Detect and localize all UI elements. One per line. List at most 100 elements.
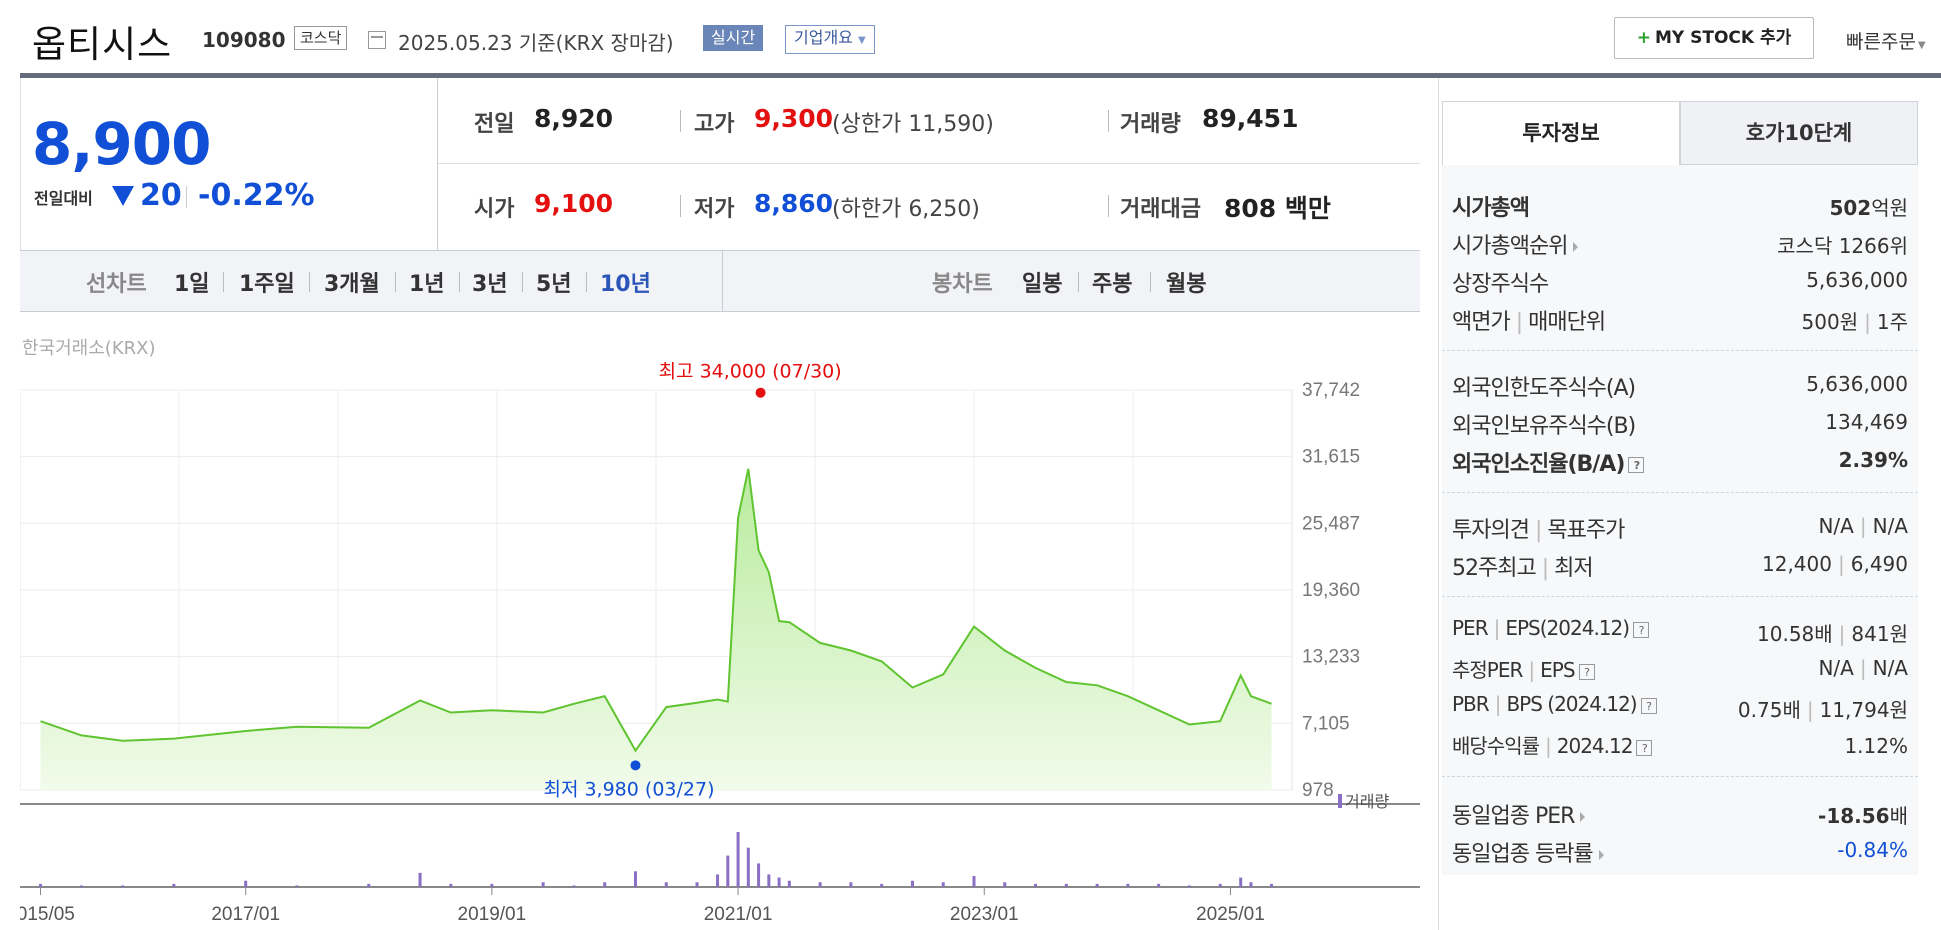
market-badge: 코스닥 [294,26,348,50]
volume-bar [1239,877,1243,887]
candle-chart-label: 봉차트 [932,272,993,297]
period-5y[interactable]: 5년 [536,272,572,297]
divider [1108,110,1109,132]
upper-limit-close: ) [985,112,994,137]
realtime-button[interactable]: 실시간 [703,25,764,51]
par-value: 500원 [1801,310,1859,334]
volume-bar [572,885,576,887]
tab-order-book[interactable]: 호가10단계 [1680,101,1918,165]
caret-right-icon [1580,812,1586,822]
volume-bar [726,855,730,887]
opinion-text: 투자의견 [1452,518,1530,543]
target-price-label: 목표주가 [1547,518,1625,543]
help-icon[interactable]: ? [1640,697,1657,714]
candle-daily[interactable]: 일봉 [1022,272,1063,297]
price-line [40,468,1272,753]
upper-limit: (상한가 11,590) [832,106,994,138]
period-1y[interactable]: 1년 [409,272,445,297]
max-marker [755,387,766,398]
prev-close-label: 전일 [474,112,515,137]
divider [1442,350,1918,351]
week52-high-label: 52주최고 [1452,556,1537,581]
divider [223,272,224,292]
divider [1442,492,1918,493]
per-value: 10.58배 [1757,622,1833,646]
market-cap-rank-label[interactable]: 시가총액순위 [1452,228,1579,260]
min-marker [630,760,641,771]
est-per-val: N/A [1818,656,1854,680]
volume-bar [910,880,914,887]
listed-shares-value: 5,636,000 [1806,268,1908,292]
candle-weekly[interactable]: 주봉 [1092,272,1133,297]
current-price: 8,900 [32,110,211,178]
divider [722,251,723,311]
right-panel [1438,78,1941,930]
divider [586,272,587,292]
divider [1150,272,1151,292]
period-1w[interactable]: 1주일 [239,272,295,297]
candle-monthly[interactable]: 월봉 [1166,272,1207,297]
opinion-label: 투자의견 | 목표주가 [1452,518,1625,543]
period-1d[interactable]: 1일 [174,272,210,297]
volume-bar [172,883,176,887]
volume-bar [1269,883,1273,887]
volume-bar [80,885,84,887]
stock-code: 109080 [202,28,286,52]
y-tick-label: 13,233 [1302,647,1360,668]
volume-bar [490,883,494,887]
week52-low-value: 6,490 [1850,552,1908,576]
pbr-bps-value: 0.75배 | 11,794원 [1737,698,1908,722]
est-eps-val: N/A [1872,656,1908,680]
price-chart[interactable]: 37,742 31,615 25,487 19,360 13,233 7,105 978 최고… [20,362,1420,930]
week52-high-value: 12,400 [1762,552,1832,576]
help-icon[interactable]: ? [1633,621,1650,638]
help-icon[interactable]: ? [1636,739,1653,756]
x-tick-label: 2023/01 [950,904,1019,925]
volume-bar [541,882,545,887]
caret-right-icon [1573,242,1579,252]
divider [395,272,396,292]
y-tick-label: 7,105 [1302,713,1350,734]
divider [1108,195,1109,217]
period-3y[interactable]: 3년 [472,272,508,297]
trade-unit-value: 1주 [1876,310,1908,334]
quick-order-label: 빠른주문 [1846,31,1916,53]
period-bar [20,250,1420,312]
divider [1442,596,1918,597]
low-label: 저가 [694,197,735,222]
par-value-label: 액면가 | 매매단위 [1452,310,1606,335]
quick-order-dropdown[interactable]: 빠른주문 ▼ [1846,27,1926,54]
volume-bar [244,880,248,887]
industry-per-number: -18.56 [1818,804,1890,828]
period-10y[interactable]: 10년 [600,272,651,297]
lower-limit-close: ) [971,197,980,222]
y-tick-label: 37,742 [1302,380,1360,401]
market-cap-rank-text: 시가총액순위 [1452,234,1568,259]
help-icon[interactable]: ? [1578,663,1595,680]
week52-low-label: 최저 [1554,556,1593,581]
volume-bar [1218,883,1222,887]
x-tick-label: 2015/05 [20,904,75,925]
help-icon[interactable]: ? [1628,457,1645,473]
trade-amount-value: 808 백만 [1224,194,1331,223]
industry-change-text: 동일업종 등락률 [1452,842,1594,867]
week52-value: 12,400 | 6,490 [1762,552,1908,576]
plus-icon: + [1636,28,1651,48]
industry-per-text: 동일업종 PER [1452,804,1575,829]
volume-bar [716,874,720,887]
my-stock-add-button[interactable]: + MY STOCK 추가 [1614,17,1814,59]
industry-change-label[interactable]: 동일업종 등락률 [1452,836,1604,868]
calendar-icon [368,31,386,49]
est-per-value: N/A | N/A [1818,656,1908,680]
industry-per-label[interactable]: 동일업종 PER [1452,798,1586,830]
foreign-limit-value: 5,636,000 [1806,372,1908,396]
company-overview-dropdown[interactable]: 기업개요 ▼ [785,25,875,54]
tab-investment-info[interactable]: 투자정보 [1442,101,1680,165]
high-value: 9,300 [754,104,834,133]
period-3m[interactable]: 3개월 [324,272,380,297]
volume-bar [695,882,699,887]
upper-limit-value: 11,590 [908,112,986,137]
volume-bar [787,880,791,887]
lower-limit: (하한가 6,250) [832,191,980,223]
my-stock-label: MY STOCK 추가 [1654,28,1792,48]
